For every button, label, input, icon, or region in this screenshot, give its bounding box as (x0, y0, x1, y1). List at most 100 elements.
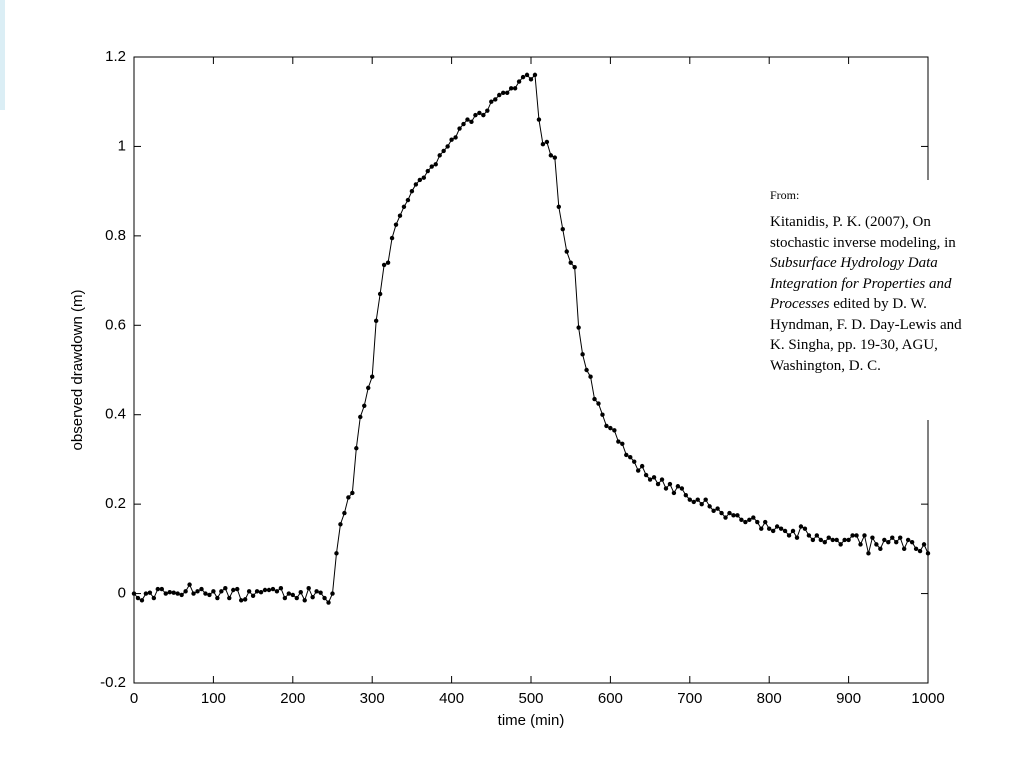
data-point (806, 533, 812, 538)
data-point (770, 528, 776, 534)
annotation-citation: Kitanidis, P. K. (2007), On stochastic i… (770, 212, 962, 376)
data-point (497, 92, 502, 98)
data-point (548, 153, 554, 158)
data-point (612, 428, 617, 433)
data-point (898, 535, 903, 540)
data-point (258, 590, 264, 595)
data-point (350, 490, 355, 496)
data-point (814, 533, 820, 538)
data-point (655, 481, 661, 487)
data-point (568, 260, 573, 265)
data-point (628, 454, 633, 460)
data-point (679, 486, 685, 491)
y-axis-label: observed drawdown (m) (69, 290, 86, 451)
data-point (695, 497, 700, 502)
data-point (477, 110, 482, 116)
data-point (457, 126, 462, 131)
x-tick-label: 900 (836, 690, 861, 707)
data-point (691, 499, 696, 505)
data-point (778, 526, 784, 531)
x-tick-label: 800 (757, 690, 782, 707)
data-point (147, 590, 153, 595)
data-point (921, 542, 927, 547)
data-point (485, 108, 490, 113)
data-point (580, 352, 585, 357)
data-point (282, 595, 288, 601)
data-point (739, 517, 744, 522)
data-point (469, 119, 474, 125)
data-point (524, 72, 530, 78)
data-point (143, 591, 149, 596)
data-point (310, 594, 315, 600)
data-point (600, 412, 605, 417)
data-point (318, 590, 323, 595)
data-point (536, 117, 542, 122)
y-tick-label: 0.4 (105, 406, 126, 423)
data-point (504, 90, 510, 95)
data-point (199, 586, 204, 592)
data-point (707, 504, 712, 509)
data-point (624, 452, 629, 458)
data-point (155, 586, 161, 592)
data-point (540, 141, 546, 147)
data-point (290, 592, 295, 598)
data-point (556, 204, 561, 209)
data-point (588, 374, 593, 379)
data-point (330, 591, 335, 596)
data-point (397, 213, 403, 218)
data-point (449, 137, 454, 142)
y-tick-label: 1 (118, 137, 126, 154)
data-point (616, 439, 621, 444)
data-point (917, 548, 923, 554)
x-tick-label: 400 (439, 690, 464, 707)
data-point (755, 519, 760, 525)
data-point (516, 79, 522, 84)
data-point (667, 481, 673, 487)
y-tick-label: 0.2 (105, 495, 126, 512)
data-point (798, 524, 804, 529)
data-point (187, 582, 192, 587)
data-point (429, 164, 434, 169)
citation-part: Kitanidis, P. K. (2007), On stochastic i… (770, 214, 956, 251)
data-point (405, 197, 411, 203)
data-point (751, 515, 756, 520)
data-point (266, 587, 272, 593)
data-point (362, 403, 367, 408)
data-point (294, 595, 299, 601)
data-point (211, 589, 216, 594)
data-point (246, 589, 252, 594)
data-point (437, 153, 442, 158)
data-point (850, 533, 855, 538)
data-point (219, 589, 224, 594)
y-tick-label: 0.8 (105, 227, 126, 244)
data-point (846, 537, 851, 543)
data-point (604, 423, 609, 429)
data-point (207, 592, 212, 598)
data-point (183, 589, 188, 594)
annotation-box: From: Kitanidis, P. K. (2007), On stocha… (762, 180, 968, 420)
data-point (882, 537, 887, 543)
data-point (858, 542, 863, 547)
data-point (159, 586, 164, 592)
data-point (254, 589, 260, 594)
data-point (441, 148, 446, 154)
data-point (389, 235, 395, 241)
data-point (223, 586, 228, 591)
data-point (854, 533, 859, 538)
data-point (175, 591, 180, 596)
data-point (354, 446, 359, 451)
x-tick-label: 700 (677, 690, 702, 707)
data-point (592, 396, 597, 402)
data-point (663, 486, 669, 491)
citation-part: edited by D. W. Hyndman, F. D. Day-Lewis… (770, 296, 962, 374)
data-point (862, 533, 867, 538)
data-point (794, 535, 800, 540)
data-point (699, 501, 704, 507)
data-point (250, 593, 256, 599)
x-tick-label: 500 (518, 690, 543, 707)
data-point (135, 595, 141, 601)
data-point (659, 477, 665, 482)
x-tick-label: 100 (201, 690, 226, 707)
edge-sliver (0, 0, 5, 110)
data-point (834, 537, 839, 543)
